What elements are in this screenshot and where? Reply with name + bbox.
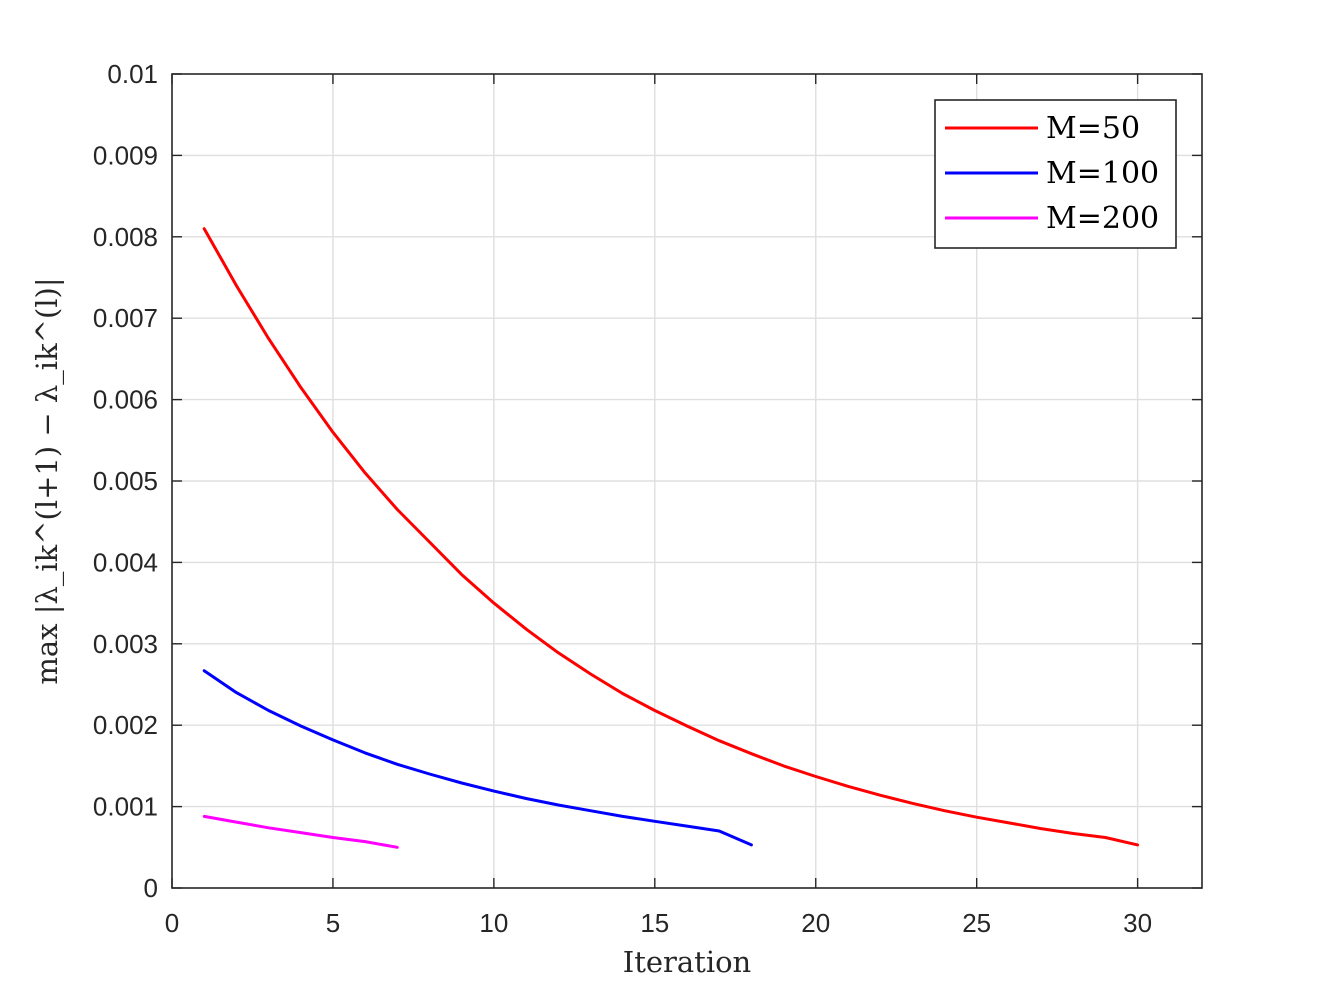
x-tick-label: 5 [326, 908, 340, 938]
y-axis-label: max |λ_ik^(l+1) − λ_ik^(l)| [30, 277, 65, 684]
y-tick-label: 0.001 [93, 792, 158, 822]
grid-lines [172, 74, 1202, 888]
legend: M=50 M=100 M=200 [934, 99, 1177, 249]
x-tick-label: 10 [479, 908, 508, 938]
x-tick-label: 25 [962, 908, 991, 938]
legend-label: M=200 [1046, 201, 1159, 236]
y-tick-label: 0.004 [93, 547, 158, 577]
axis-ticks: 0 5 10 15 20 25 30 0 0.001 0.002 0.003 0.004 0.005 0.… [93, 59, 1202, 938]
y-tick-label: 0.009 [93, 140, 158, 170]
y-tick-label: 0.002 [93, 710, 158, 740]
y-tick-label: 0.007 [93, 303, 158, 333]
series-line-m-100 [202, 669, 753, 847]
y-tick-label: 0.006 [93, 385, 158, 415]
y-tick-label: 0.005 [93, 466, 158, 496]
x-tick-label: 20 [801, 908, 830, 938]
y-tick-label: 0.008 [93, 222, 158, 252]
series-line-m-50 [202, 227, 1140, 847]
x-tick-label: 15 [640, 908, 669, 938]
series-lines [202, 227, 1140, 849]
legend-label: M=100 [1046, 156, 1159, 191]
x-tick-label: 30 [1123, 908, 1152, 938]
y-tick-label: 0.003 [93, 629, 158, 659]
x-axis-label: Iteration [623, 945, 752, 979]
legend-label: M=50 [1046, 111, 1140, 146]
x-tick-label: 0 [165, 908, 179, 938]
series-line-m-200 [202, 814, 399, 849]
y-tick-label: 0.01 [107, 59, 158, 89]
y-tick-label: 0 [144, 873, 158, 903]
